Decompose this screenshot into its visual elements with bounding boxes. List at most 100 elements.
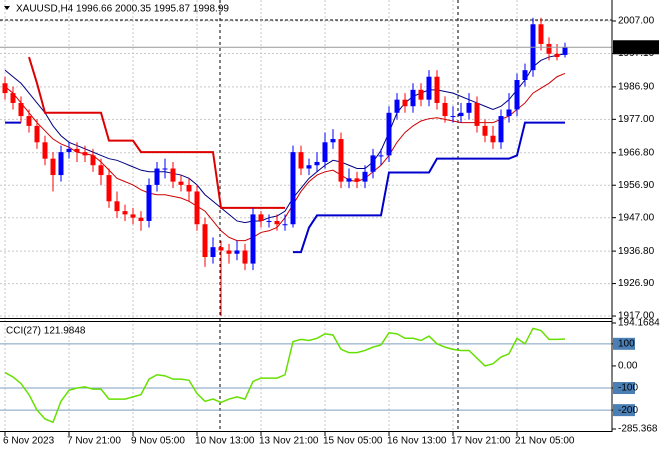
candle-body	[2, 83, 8, 94]
candle-body	[138, 217, 144, 221]
candle-body	[522, 70, 528, 81]
candle-body	[74, 148, 80, 153]
candle-body	[194, 191, 200, 225]
candle-body	[306, 165, 312, 169]
x-tick-label: 7 Nov 21:00	[67, 436, 121, 447]
candle-body	[330, 139, 336, 143]
x-tick-label: 6 Nov 2023	[3, 436, 55, 447]
candle-body	[490, 135, 496, 143]
level-label-box	[613, 337, 635, 350]
candle-body	[354, 178, 360, 182]
candle-body	[538, 24, 544, 44]
candle-body	[106, 175, 112, 202]
candle-body	[474, 102, 480, 126]
candle-body	[186, 184, 192, 192]
candle-body	[418, 89, 424, 100]
y-tick-label: 0.00	[618, 361, 638, 372]
x-tick-label: 15 Nov 05:00	[323, 436, 383, 447]
y-tick-label: 194.1684	[618, 318, 660, 329]
y-tick-label: 1986.90	[618, 82, 655, 93]
y-tick-label: 100	[618, 338, 635, 349]
y-tick-label: 2007.00	[618, 16, 655, 27]
y-tick-label: 1966.80	[618, 147, 655, 158]
candle-body	[266, 220, 272, 222]
candle-body	[26, 116, 32, 126]
candle-body	[18, 102, 24, 117]
candle-body	[402, 99, 408, 107]
menu-arrow[interactable]	[4, 6, 10, 10]
y-tick-label: 1926.90	[618, 278, 655, 289]
candle-body	[258, 214, 264, 221]
x-tick-label: 17 Nov 21:00	[451, 436, 511, 447]
level-label-box	[613, 404, 635, 417]
chart-title: XAUUSD,H4 1996.66 2000.35 1995.87 1998.9…	[16, 4, 229, 15]
candle-body	[466, 102, 472, 113]
candle-body	[154, 168, 160, 185]
candle-body	[434, 76, 440, 103]
candle-body	[178, 181, 184, 185]
candle-body	[114, 201, 120, 212]
candle-body	[162, 168, 168, 170]
candle-body	[146, 184, 152, 221]
candle-body	[362, 171, 368, 182]
candle-body	[210, 247, 216, 258]
candle-body	[562, 47, 568, 55]
y-tick-label: 1977.00	[618, 114, 655, 125]
candle-body	[554, 53, 560, 58]
candle-body	[370, 155, 376, 172]
x-tick-label: 10 Nov 13:00	[195, 436, 255, 447]
candle-body	[546, 43, 552, 54]
candle-body	[282, 224, 288, 226]
candle-body	[50, 158, 56, 176]
candle-body	[218, 247, 224, 251]
candle-body	[58, 152, 64, 176]
candle-body	[426, 76, 432, 100]
y-tick-label: 1936.80	[618, 246, 655, 257]
candle-body	[450, 116, 456, 118]
candle-body	[458, 112, 464, 117]
y-tick-label: -285.368	[618, 424, 658, 435]
candle-body	[506, 109, 512, 117]
y-tick-label: -100	[618, 383, 638, 394]
level-label-box	[613, 382, 635, 395]
candle-body	[98, 165, 104, 176]
x-tick-label: 16 Nov 13:00	[387, 436, 447, 447]
candle-body	[234, 250, 240, 254]
candle-body	[290, 152, 296, 225]
last-price-box	[613, 40, 659, 55]
candle-body	[498, 116, 504, 143]
line-series	[5, 121, 565, 254]
x-tick-label: 21 Nov 05:00	[515, 436, 575, 447]
candle-body	[298, 152, 304, 169]
candle-body	[378, 155, 384, 157]
candle-body	[226, 250, 232, 254]
candle-body	[130, 214, 136, 218]
candle-body	[82, 152, 88, 156]
candle-body	[202, 224, 208, 258]
candle-body	[442, 102, 448, 117]
x-tick-label: 13 Nov 21:00	[259, 436, 319, 447]
candle-body	[250, 214, 256, 264]
line-series	[4, 53, 566, 224]
candle-body	[34, 125, 40, 143]
candle-body	[410, 89, 416, 107]
plot-area	[0, 0, 612, 432]
candle-body	[514, 80, 520, 110]
y-tick-label: -200	[618, 405, 638, 416]
y-tick-label: 1917.00	[618, 311, 655, 322]
indicator-title: CCI(27) 121.9848	[6, 326, 86, 337]
candle-body	[10, 93, 16, 103]
candle-body	[122, 211, 128, 215]
candle-body	[386, 112, 392, 156]
candle-body	[346, 178, 352, 182]
candle-body	[338, 139, 344, 182]
y-tick-label: 1956.90	[618, 180, 655, 191]
candle-body	[90, 155, 96, 166]
x-tick-label: 9 Nov 05:00	[131, 436, 185, 447]
candle-body	[170, 168, 176, 182]
line-series	[28, 56, 285, 209]
candle-body	[242, 250, 248, 264]
